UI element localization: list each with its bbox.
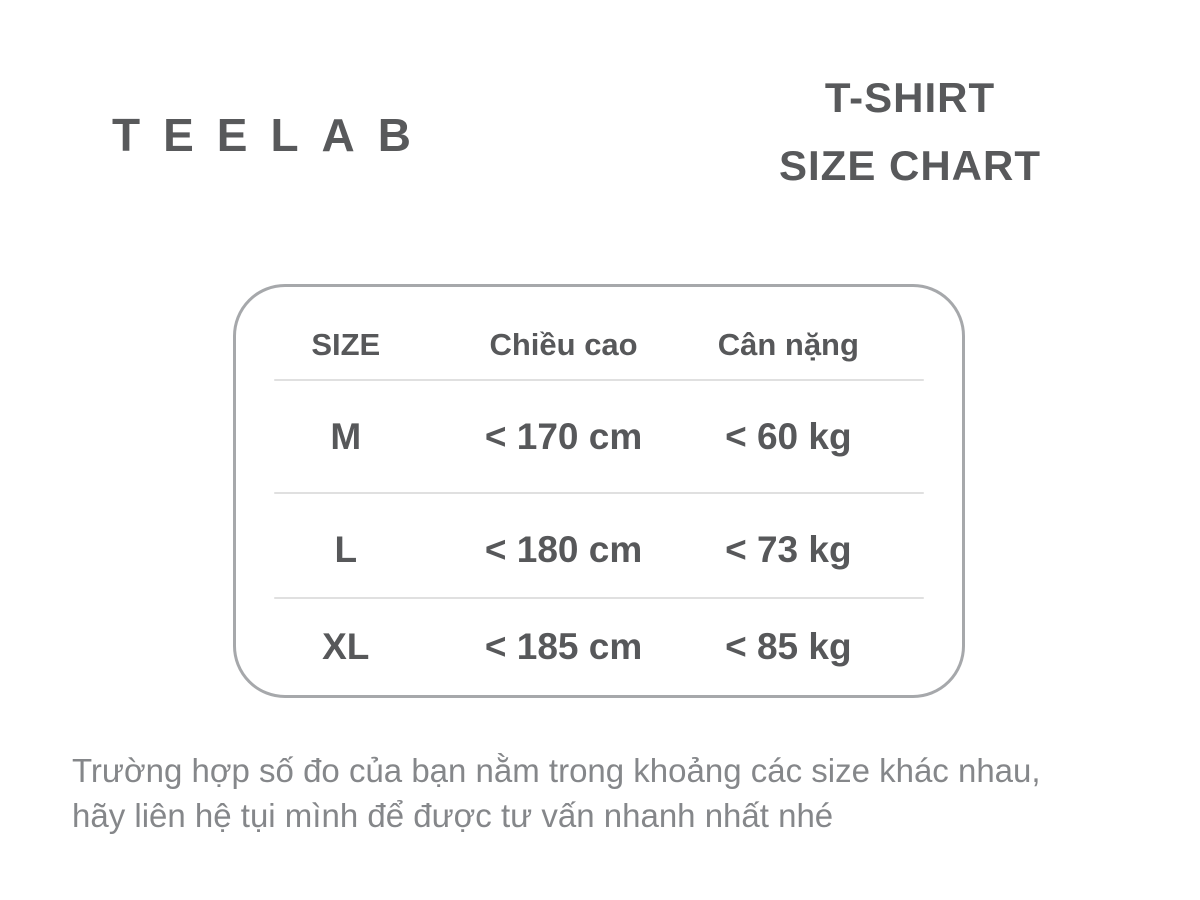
size-table-header-row: SIZE Chiều cao Cân nặng [236,287,962,379]
size-cell: L [334,528,358,570]
page-title-line-1: T-SHIRT [824,74,996,121]
size-advice-note-line-1: Trường hợp số đo của bạn nằm trong khoản… [72,752,1041,789]
page-title-line-2: SIZE CHART [779,142,1041,189]
height-cell: < 180 cm [484,528,643,570]
weight-cell: < 60 kg [725,415,852,457]
height-cell: < 170 cm [484,415,643,457]
weight-cell: < 85 kg [725,626,852,667]
row-divider [274,492,924,494]
column-header-height: Chiều cao [489,327,638,362]
table-row-xl: XL < 185 cm < 85 kg [236,599,962,695]
weight-cell: < 73 kg [725,528,852,570]
size-advice-note: Trường hợp số đo của bạn nằm trong khoản… [72,748,1152,838]
brand-logo: TEELAB [112,109,434,161]
column-header-weight: Cân nặng [717,327,859,362]
size-cell: M [330,415,362,457]
row-divider [274,597,924,599]
table-row-l: L < 180 cm < 73 kg [236,494,962,597]
row-divider [274,379,924,381]
column-header-size: SIZE [311,327,381,362]
page-title: T-SHIRT SIZE CHART [690,64,1130,200]
table-row-m: M < 170 cm < 60 kg [236,381,962,492]
size-table-card: SIZE Chiều cao Cân nặng M < 170 cm < 60 … [233,284,965,698]
height-cell: < 185 cm [484,626,643,667]
size-advice-note-line-2: hãy liên hệ tụi mình để được tư vấn nhan… [72,797,834,834]
size-cell: XL [322,626,370,667]
